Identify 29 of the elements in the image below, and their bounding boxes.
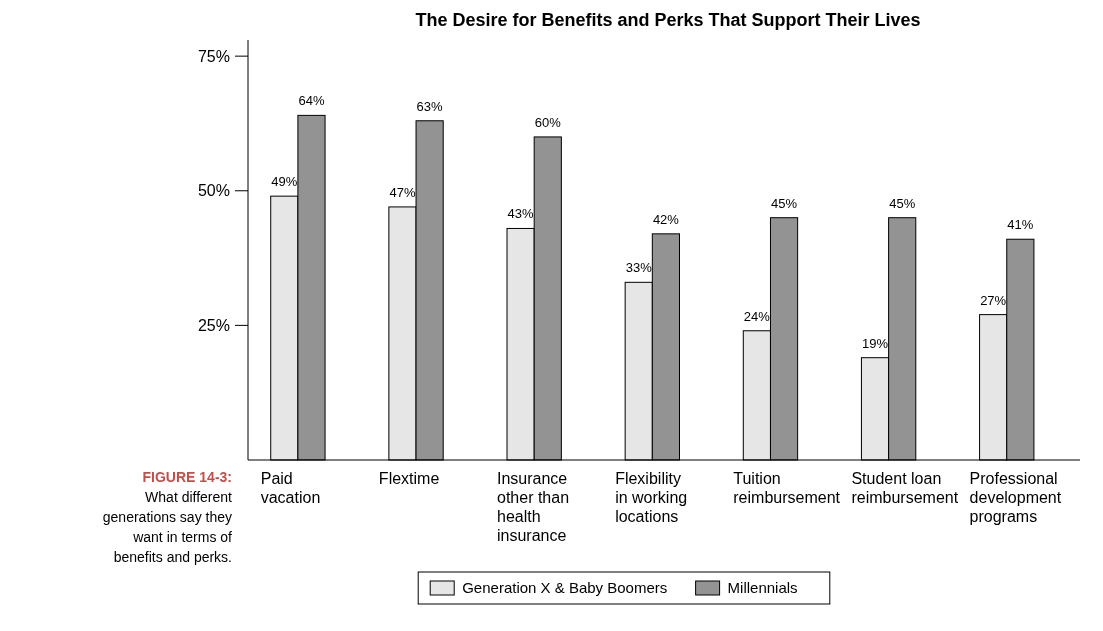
- chart-title: The Desire for Benefits and Perks That Support Their Lives: [415, 10, 921, 30]
- text: 47%: [389, 184, 416, 200]
- text: 63%: [416, 98, 443, 114]
- text: 43%: [507, 206, 534, 222]
- text: 45%: [771, 195, 798, 211]
- text: 19%: [862, 335, 889, 351]
- x-tick-label: Paid vacation: [260, 470, 321, 506]
- caption: FIGURE 14-3:: [142, 469, 232, 485]
- y-tick-label: 75%: [197, 47, 230, 65]
- legend-label: Generation X & Baby Boomers: [462, 579, 668, 597]
- text: 41%: [1007, 217, 1034, 233]
- text: What different generations say they want in terms of benefits and perks.: [102, 489, 233, 565]
- legend-label: Millennials: [727, 579, 798, 597]
- text: 27%: [980, 292, 1007, 308]
- x-tick-label: Tuition reimbursement: [733, 470, 841, 506]
- text: 24%: [743, 308, 770, 324]
- x-tick-label: Flexibility in working locations: [615, 470, 688, 525]
- y-tick-label: 25%: [197, 316, 230, 334]
- text: 42%: [652, 211, 679, 227]
- text: 49%: [271, 174, 298, 190]
- y-tick-label: 50%: [197, 182, 230, 200]
- text: 45%: [889, 195, 916, 211]
- x-tick-label: Flextime: [378, 470, 440, 487]
- x-tick-label: Student loan reimbursement: [851, 470, 959, 506]
- x-tick-label: Insurance other than health insurance: [497, 470, 570, 544]
- text: 64%: [298, 93, 325, 109]
- x-tick-label: Professional development programs: [969, 470, 1062, 525]
- text: 33%: [625, 260, 652, 276]
- text: 60%: [534, 114, 561, 130]
